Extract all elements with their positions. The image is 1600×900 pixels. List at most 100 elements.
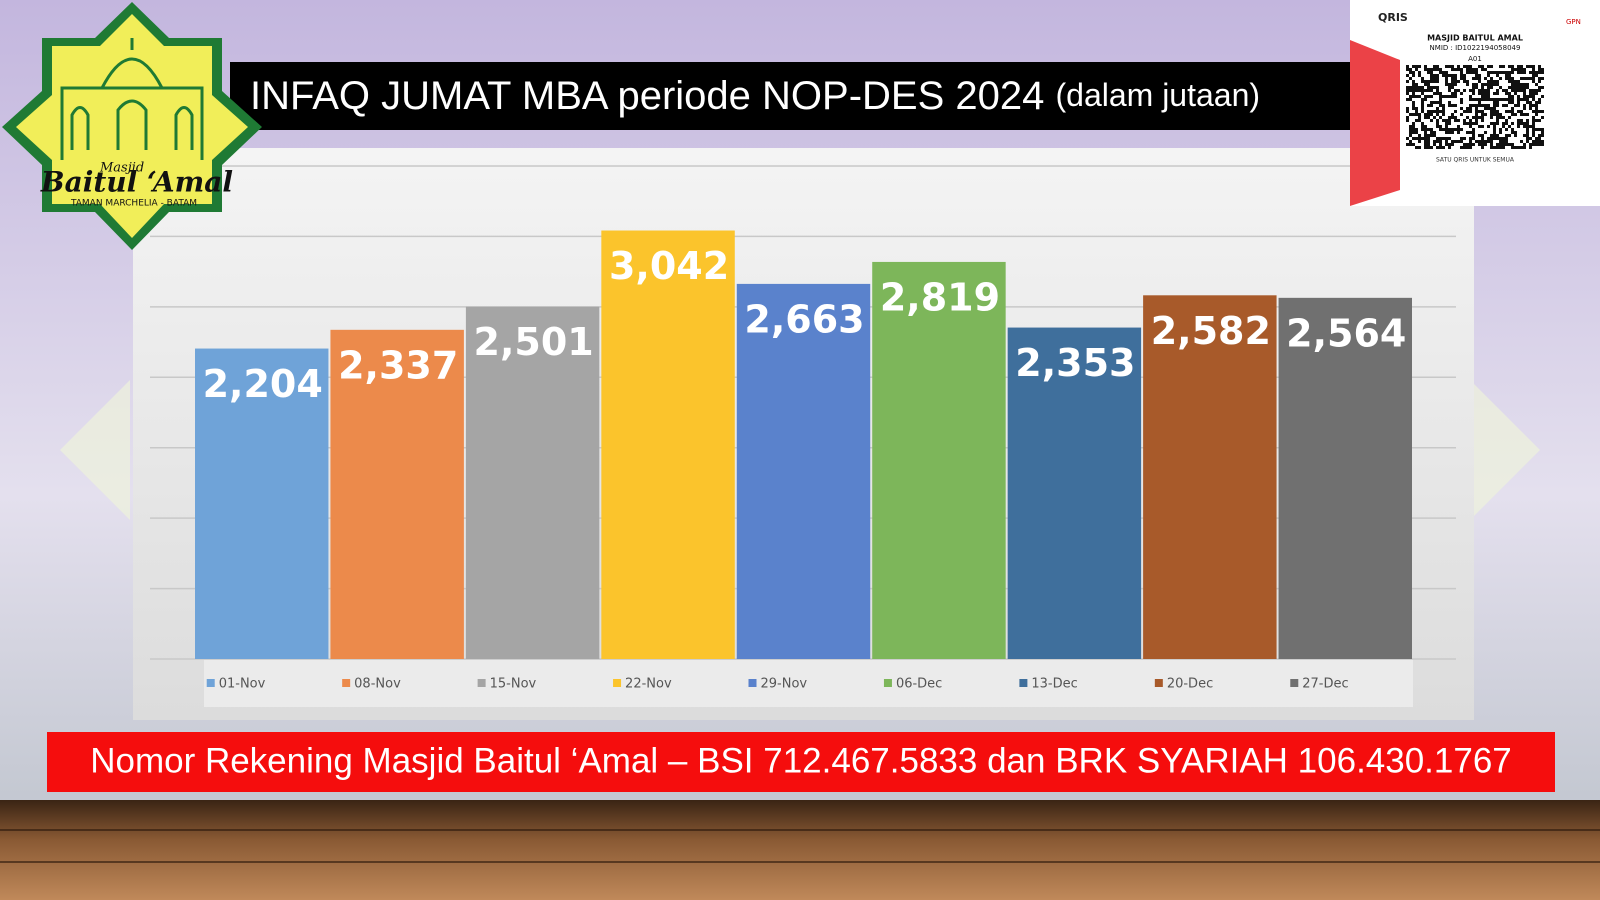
qr-cell <box>1406 68 1409 71</box>
qr-cell <box>1445 95 1448 98</box>
qr-cell <box>1538 110 1541 113</box>
qr-cell <box>1412 104 1415 107</box>
qr-cell <box>1445 119 1448 122</box>
qr-cell <box>1532 140 1535 143</box>
qr-cell <box>1409 95 1412 98</box>
qr-cell <box>1532 143 1535 146</box>
qr-cell <box>1535 101 1538 104</box>
qr-cell <box>1499 146 1502 149</box>
qr-cell <box>1424 80 1427 83</box>
qr-cell <box>1442 95 1445 98</box>
qr-cell <box>1484 83 1487 86</box>
qr-cell <box>1439 143 1442 146</box>
qr-cell <box>1532 134 1535 137</box>
qr-cell <box>1418 119 1421 122</box>
logo-name: Baitul ‘Amal <box>40 166 233 199</box>
qr-cell <box>1532 119 1535 122</box>
qr-cell <box>1526 77 1529 80</box>
qr-cell <box>1484 113 1487 116</box>
qr-cell <box>1433 74 1436 77</box>
qr-cell <box>1484 131 1487 134</box>
qr-cell <box>1475 104 1478 107</box>
qr-cell <box>1415 131 1418 134</box>
qr-cell <box>1490 122 1493 125</box>
qr-cell <box>1514 83 1517 86</box>
qr-cell <box>1529 92 1532 95</box>
qr-cell <box>1451 83 1454 86</box>
qr-cell <box>1454 68 1457 71</box>
qr-cell <box>1448 137 1451 140</box>
qr-cell <box>1445 71 1448 74</box>
qr-cell <box>1511 83 1514 86</box>
value-label: 2,353 <box>1015 341 1135 385</box>
qr-cell <box>1424 89 1427 92</box>
qr-cell <box>1520 86 1523 89</box>
bar <box>736 283 871 659</box>
qr-cell <box>1412 131 1415 134</box>
qr-cell <box>1481 89 1484 92</box>
qr-cell <box>1490 140 1493 143</box>
qr-cell <box>1496 89 1499 92</box>
qr-cell <box>1442 110 1445 113</box>
qr-cell <box>1457 131 1460 134</box>
qris-gpn: GPN <box>1566 18 1581 26</box>
qr-cell <box>1436 92 1439 95</box>
qr-cell <box>1466 131 1469 134</box>
qr-cell <box>1436 65 1439 68</box>
qr-cell <box>1454 128 1457 131</box>
qr-cell <box>1541 95 1544 98</box>
qr-cell <box>1469 146 1472 149</box>
qr-cell <box>1448 74 1451 77</box>
qr-cell <box>1523 95 1526 98</box>
qr-cell <box>1505 98 1508 101</box>
qr-cell <box>1469 122 1472 125</box>
qr-cell <box>1445 77 1448 80</box>
qr-cell <box>1445 137 1448 140</box>
bar <box>1143 295 1277 659</box>
qr-cell <box>1535 110 1538 113</box>
qr-cell <box>1493 137 1496 140</box>
qr-cell <box>1511 80 1514 83</box>
footer-text: Nomor Rekening Masjid Baitul ‘Amal – BSI… <box>90 741 1512 780</box>
qr-cell <box>1511 122 1514 125</box>
chart-subtitle: (dalam jutaan) <box>1055 77 1260 113</box>
qr-cell <box>1427 86 1430 89</box>
qr-cell <box>1454 104 1457 107</box>
qr-cell <box>1469 131 1472 134</box>
qr-cell <box>1424 134 1427 137</box>
qr-cell <box>1532 71 1535 74</box>
qr-cell <box>1463 80 1466 83</box>
qr-cell <box>1532 77 1535 80</box>
qr-cell <box>1451 143 1454 146</box>
qr-cell <box>1472 137 1475 140</box>
qr-cell <box>1421 104 1424 107</box>
qr-cell <box>1424 131 1427 134</box>
qr-cell <box>1436 137 1439 140</box>
qr-cell <box>1496 74 1499 77</box>
qr-cell <box>1481 125 1484 128</box>
qr-cell <box>1499 77 1502 80</box>
bar <box>872 261 1006 659</box>
qr-cell <box>1457 65 1460 68</box>
qr-cell <box>1541 110 1544 113</box>
qr-cell <box>1427 110 1430 113</box>
qr-cell <box>1523 125 1526 128</box>
qr-cell <box>1532 74 1535 77</box>
qr-cell <box>1421 92 1424 95</box>
qr-cell <box>1406 107 1409 110</box>
qr-cell <box>1472 131 1475 134</box>
qr-cell <box>1424 125 1427 128</box>
qr-cell <box>1472 71 1475 74</box>
qr-cell <box>1520 146 1523 149</box>
qr-cell <box>1409 140 1412 143</box>
qr-cell <box>1412 86 1415 89</box>
qr-cell <box>1496 143 1499 146</box>
qr-cell <box>1508 101 1511 104</box>
legend-swatch <box>883 679 892 687</box>
qr-cell <box>1484 98 1487 101</box>
qr-cell <box>1427 80 1430 83</box>
qr-cell <box>1424 65 1427 68</box>
qr-cell <box>1502 65 1505 68</box>
legend-swatch <box>748 679 757 687</box>
qr-cell <box>1541 77 1544 80</box>
